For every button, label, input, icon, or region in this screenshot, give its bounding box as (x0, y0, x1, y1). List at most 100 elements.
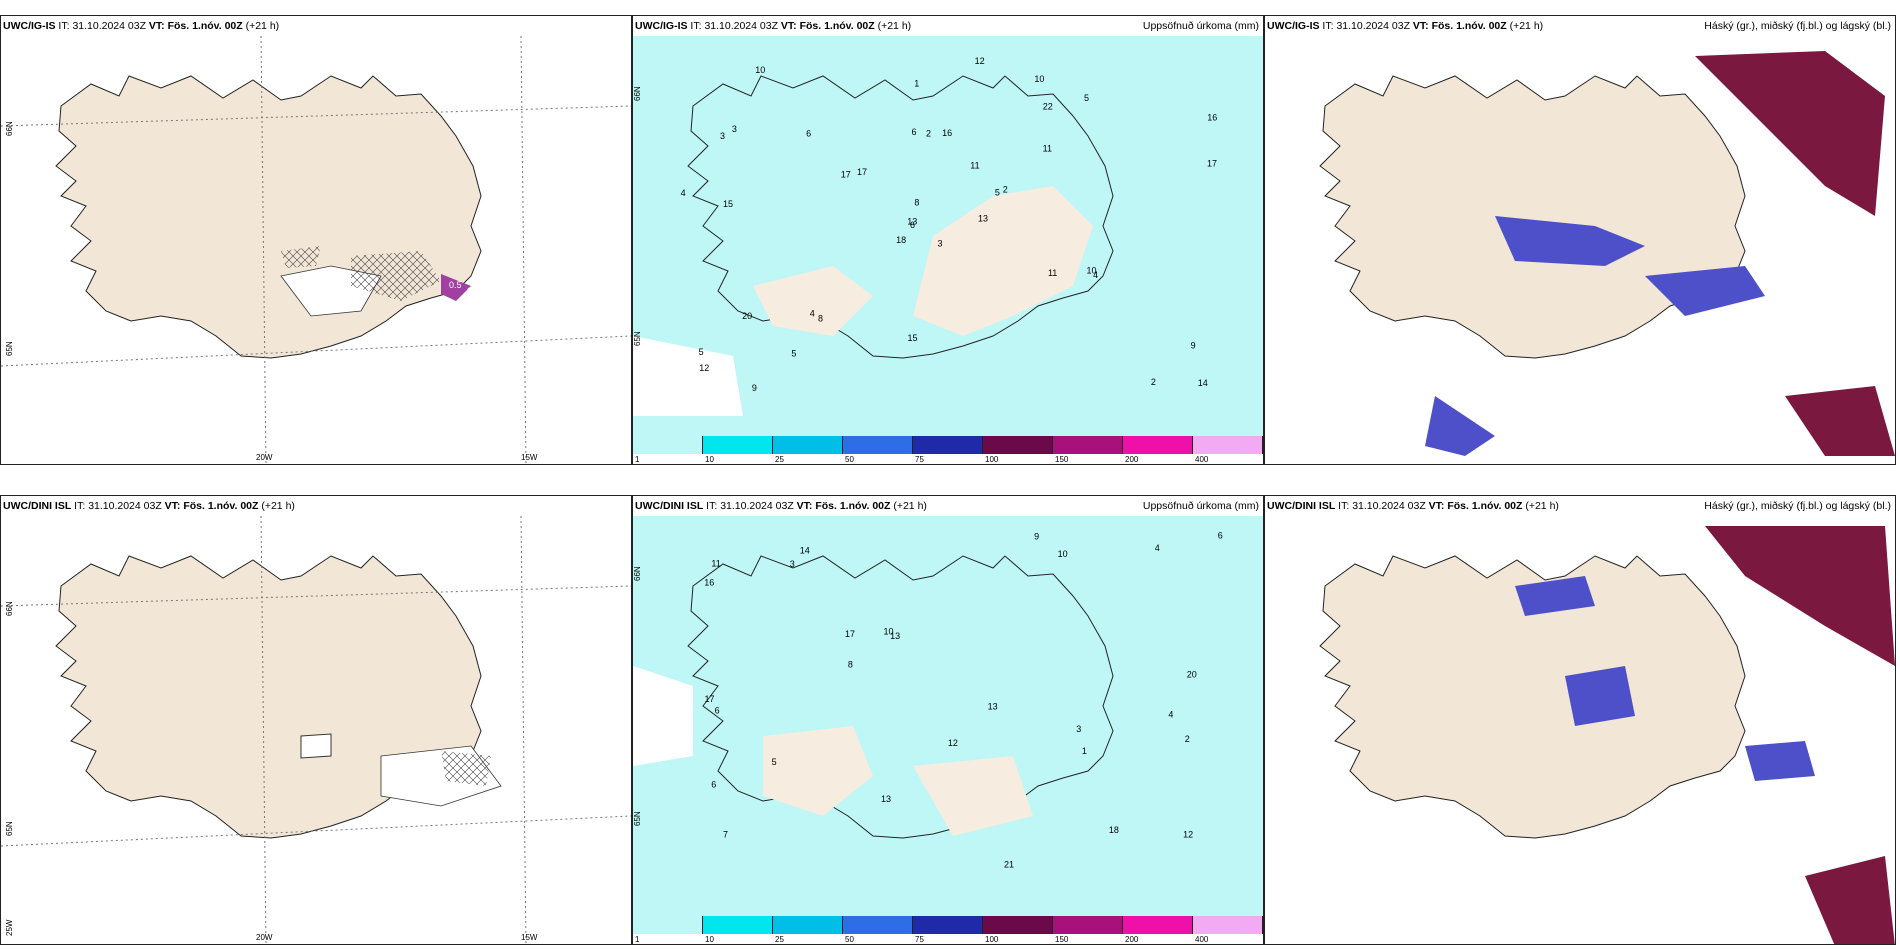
legend-tick: 150 (1055, 935, 1069, 944)
panel-clouds-dini: UWC/DINI ISL IT: 31.10.2024 03Z VT: Fös.… (1264, 495, 1896, 945)
legend-swatch (1053, 916, 1123, 934)
precip-value-label: 8 (848, 660, 853, 670)
legend-tick: 75 (915, 455, 924, 464)
precip-value-label: 16 (704, 578, 714, 588)
legend-tick: 400 (1195, 935, 1209, 944)
legend-tick: 200 (1125, 935, 1139, 944)
panel-title: Háský (gr.), miðský (fj.bl.) og lágský (… (1704, 500, 1891, 512)
no-precip-area (633, 336, 743, 416)
legend-swatch (1053, 436, 1123, 454)
hatched-area (441, 751, 491, 786)
lat-label: 66N (5, 121, 14, 136)
mid-cloud (1495, 216, 1645, 266)
precip-value-label: 5 (699, 347, 704, 357)
panel-precip-ig: UWC/IG-IS IT: 31.10.2024 03Z VT: Fös. 1.… (632, 15, 1264, 465)
panel-precip-dini: UWC/DINI ISL IT: 31.10.2024 03Z VT: Fös.… (632, 495, 1264, 945)
high-cloud (1805, 856, 1895, 944)
precip-value-label: 5 (995, 188, 1000, 198)
legend-swatch (1193, 916, 1263, 934)
precip-value-label: 2 (1185, 734, 1190, 744)
precip-value-label: 11 (1043, 143, 1052, 153)
wind-map: 0.5 0.5 (1, 35, 631, 464)
precip-value-label: 3 (1076, 724, 1081, 734)
precip-value-label: 5 (772, 757, 777, 767)
legend-tick: 400 (1195, 455, 1209, 464)
dry-area (753, 266, 873, 336)
panel-header: UWC/IG-IS IT: 31.10.2024 03Z VT: Fös. 1.… (635, 20, 912, 32)
precip-value-label: 11 (711, 558, 720, 568)
legend-swatch (1123, 916, 1193, 934)
precip-map: 3471413186101721161711121320121310564829… (633, 516, 1263, 916)
legend-swatch (1123, 436, 1193, 454)
legend-tick: 25 (775, 455, 784, 464)
precip-value-label: 16 (1207, 112, 1217, 122)
precip-value-label: 12 (975, 56, 985, 66)
high-cloud (1785, 386, 1895, 456)
panel-header: UWC/IG-IS IT: 31.10.2024 03Z VT: Fös. 1.… (1267, 20, 1544, 32)
precip-value-label: 17 (705, 694, 715, 704)
precip-value-label: 15 (723, 199, 733, 209)
wind-value-label: 0.5 (449, 280, 462, 290)
precip-map: 3365581016221310141516181196112017125224… (633, 36, 1263, 436)
hatched-area (351, 251, 441, 301)
legend-tick: 25 (775, 935, 784, 944)
graticule (1, 35, 631, 464)
mid-cloud (1425, 396, 1495, 456)
panel-wind-dini: UWC/DINI ISL IT: 31.10.2024 03Z VT: Fös.… (0, 495, 632, 945)
precip-value-label: 17 (857, 167, 867, 177)
precip-value-label: 5 (1084, 93, 1089, 103)
precip-value-label: 10 (883, 627, 893, 637)
precip-value-label: 22 (1043, 102, 1053, 112)
high-cloud (1705, 526, 1895, 666)
panel-title: Uppsöfnuð úrkoma (mm) (1142, 500, 1259, 512)
dry-area (913, 186, 1093, 336)
lat-label: 66N (633, 566, 642, 581)
precip-value-label: 3 (720, 131, 725, 141)
lat-label: 65N (633, 331, 642, 346)
legend-tick: 150 (1055, 455, 1069, 464)
lon-label: 20W (256, 453, 273, 462)
precip-value-label: 12 (699, 363, 709, 373)
precip-value-label: 17 (1207, 158, 1217, 168)
legend-swatch (843, 436, 913, 454)
mid-cloud (1745, 741, 1815, 781)
legend-swatch (633, 916, 703, 934)
lat-label: 66N (633, 86, 642, 101)
legend-swatch (983, 916, 1053, 934)
high-cloud (1695, 51, 1885, 216)
precip-value-label: 6 (711, 780, 716, 790)
precip-value-label: 9 (752, 383, 757, 393)
precip-value-label: 18 (1109, 825, 1119, 835)
precip-value-label: 8 (818, 314, 823, 324)
precip-value-label: 1 (914, 79, 919, 89)
precip-purple (441, 274, 471, 301)
precip-value-label: 14 (800, 546, 810, 556)
precip-value-label: 13 (881, 794, 891, 804)
precip-value-label: 11 (970, 160, 979, 170)
precip-value-label: 6 (806, 128, 811, 138)
precip-value-label: 8 (914, 197, 919, 207)
precip-value-label: 13 (907, 217, 917, 227)
legend-tick: 1 (635, 935, 640, 944)
precip-value-label: 20 (742, 311, 752, 321)
lon-label: 15W (521, 453, 538, 462)
panel-title: Uppsöfnuð úrkoma (mm) (1142, 20, 1259, 32)
lat-label: 65N (633, 811, 642, 826)
legend-tick: 1 (635, 455, 640, 464)
precip-value-label: 20 (1187, 670, 1197, 680)
graticule (1, 515, 631, 944)
precip-value-label: 6 (910, 220, 915, 230)
precip-value-label: 2 (926, 128, 931, 138)
precip-value-label: 17 (841, 170, 851, 180)
precip-value-label: 6 (715, 706, 720, 716)
lon-label: 20W (256, 933, 273, 942)
precip-value-label: 6 (911, 127, 916, 137)
dry-area (763, 726, 873, 816)
wind-map (1, 515, 631, 944)
legend-swatch (773, 436, 843, 454)
legend-swatch (1193, 436, 1263, 454)
panel-clouds-ig: UWC/IG-IS IT: 31.10.2024 03Z VT: Fös. 1.… (1264, 15, 1896, 465)
legend-swatch (983, 436, 1053, 454)
precip-value-label: 21 (1004, 859, 1014, 869)
precip-value-label: 16 (942, 128, 952, 138)
